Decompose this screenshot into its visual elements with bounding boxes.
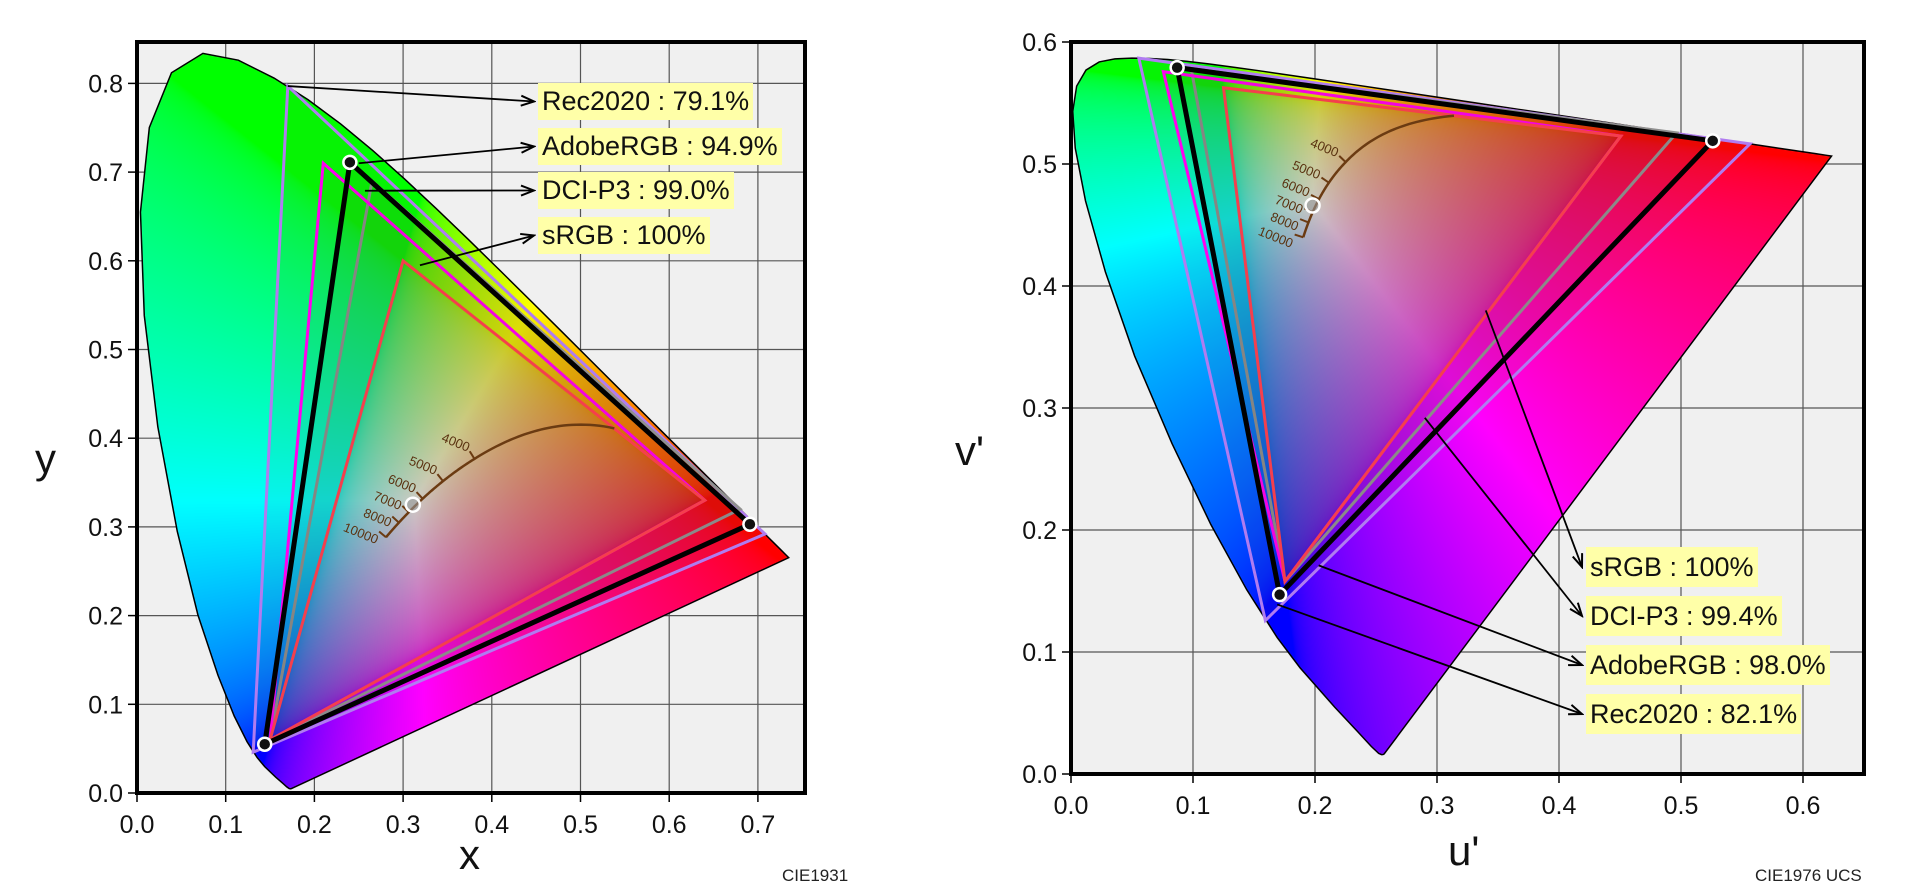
planckian-tick — [378, 530, 387, 539]
x-tick-label: 0.4 — [1542, 792, 1577, 820]
x-axis-label: x — [459, 831, 480, 878]
white-point-marker — [1304, 197, 1321, 214]
white-point-marker — [404, 496, 422, 513]
planckian-tick — [1299, 218, 1309, 224]
planckian-tick — [401, 505, 410, 513]
measured-primary-marker — [342, 154, 358, 171]
gamut-label-srgb: sRGB : 100% — [538, 217, 710, 254]
gamut-label-srgb: sRGB : 100% — [1586, 547, 1758, 587]
measured-primary-marker — [742, 516, 758, 532]
planckian-tick — [415, 491, 424, 500]
y-tick-label: 0.6 — [88, 248, 123, 276]
x-tick-label: 0.4 — [474, 811, 509, 839]
y-tick-label: 0.2 — [1022, 517, 1057, 545]
y-tick-label: 0.7 — [88, 159, 123, 187]
annotation-arrow — [1318, 564, 1582, 665]
planckian-tick — [1320, 176, 1330, 184]
x-tick-label: 0.0 — [1054, 792, 1089, 820]
planckian-tick — [1310, 194, 1320, 201]
gamut-triangle — [267, 258, 708, 743]
measured-primary-marker — [256, 736, 273, 752]
x-tick-label: 0.6 — [1786, 792, 1821, 820]
planckian-tick — [391, 515, 400, 524]
y-tick-label: 0.1 — [88, 691, 123, 719]
x-tick-label: 0.3 — [386, 811, 421, 839]
y-tick-label: 0.3 — [1022, 395, 1057, 423]
gamut-triangle — [1221, 86, 1624, 586]
y-tick-label: 0.4 — [1022, 273, 1057, 301]
y-tick-label: 0.0 — [88, 780, 123, 808]
x-tick-label: 0.1 — [208, 811, 243, 839]
y-tick-label: 0.5 — [88, 337, 123, 365]
planckian-tick — [468, 450, 476, 460]
x-tick-label: 0.6 — [652, 811, 687, 839]
measured-gamut-triangle — [261, 157, 755, 749]
gamut-label-dci-p3: DCI-P3 : 99.0% — [538, 172, 734, 209]
annotation-arrow — [1276, 603, 1582, 714]
gamut-label-rec2020: Rec2020 : 82.1% — [1586, 694, 1802, 734]
v-prime-axis-label: v' — [955, 427, 985, 474]
annotation-arrow — [1424, 417, 1582, 616]
x-tick-label: 0.2 — [1298, 792, 1333, 820]
annotation-arrow — [419, 236, 534, 267]
annotation-arrow — [287, 85, 534, 101]
gamut-triangle — [251, 82, 768, 755]
annotation-arrow — [358, 147, 534, 165]
measured-primary-marker — [1704, 133, 1721, 149]
x-tick-label: 0.3 — [1420, 792, 1455, 820]
gamut-label-rec2020: Rec2020 : 79.1% — [538, 83, 754, 120]
x-tick-label: 0.2 — [297, 811, 332, 839]
annotation-arrow — [1484, 310, 1582, 567]
gamut-label-adobergb: AdobeRGB : 98.0% — [1586, 645, 1830, 685]
y-tick-label: 0.2 — [88, 603, 123, 631]
y-tick-label: 0.8 — [88, 70, 123, 98]
chart-caption: CIE1976 UCS — [1755, 866, 1862, 885]
gamut-label-adobergb: AdobeRGB : 94.9% — [538, 128, 782, 165]
y-tick-label: 0.5 — [1022, 151, 1057, 179]
y-tick-label: 0.1 — [1022, 639, 1057, 667]
y-tick-label: 0.4 — [88, 425, 123, 453]
planckian-tick — [1294, 233, 1304, 239]
x-tick-label: 0.7 — [741, 811, 776, 839]
x-tick-label: 0.0 — [120, 811, 155, 839]
measured-primary-marker — [1271, 586, 1288, 603]
y-tick-label: 0.0 — [1022, 761, 1057, 789]
x-tick-label: 0.5 — [1664, 792, 1699, 820]
y-tick-label: 0.6 — [1022, 29, 1057, 57]
spectral-locus-cie1931 — [137, 42, 805, 793]
y-axis-label: y — [35, 435, 56, 482]
planckian-locus-curve — [385, 423, 615, 539]
x-tick-label: 0.1 — [1176, 792, 1211, 820]
u-prime-axis-label: u' — [1448, 827, 1480, 874]
chart-caption: CIE1931 — [782, 866, 849, 885]
gamut-label-dci-p3: DCI-P3 : 99.4% — [1586, 596, 1782, 636]
plot-frame — [135, 40, 807, 795]
x-tick-label: 0.5 — [563, 811, 598, 839]
planckian-tick — [436, 473, 444, 482]
planckian-tick — [1338, 155, 1347, 163]
measured-primary-marker — [1169, 59, 1185, 76]
y-tick-label: 0.3 — [88, 514, 123, 542]
